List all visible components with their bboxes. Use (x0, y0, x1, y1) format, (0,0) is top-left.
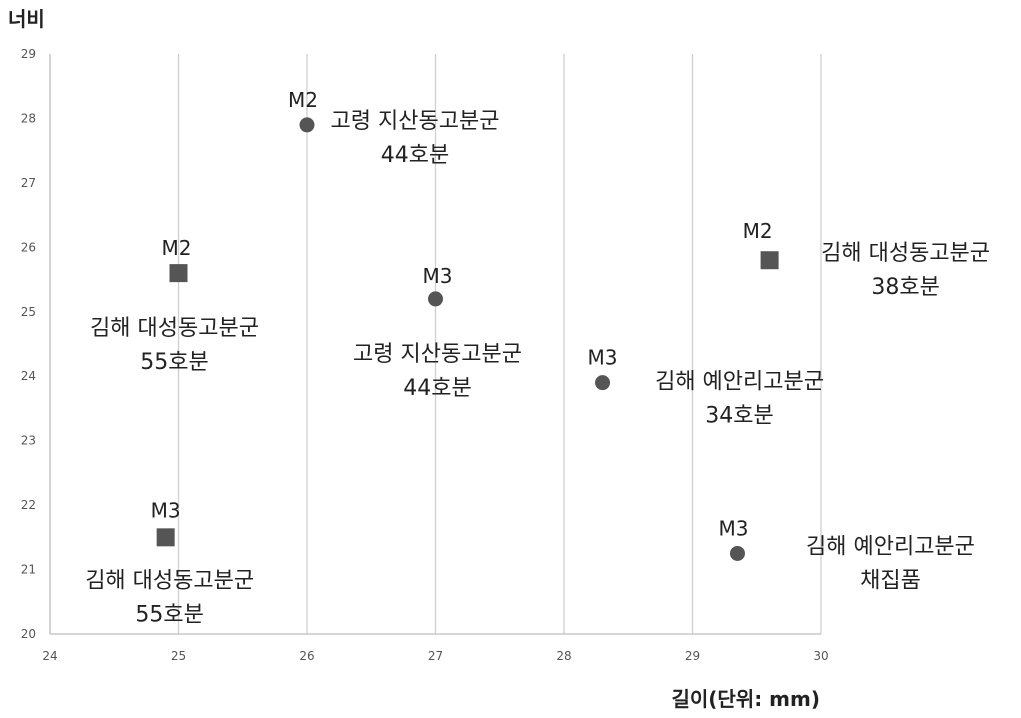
y-tick-label-28: 28 (21, 111, 36, 125)
point-annotation-line: 38호분 (871, 275, 939, 300)
point-annotation-line: 44호분 (381, 143, 449, 168)
y-tick-label-20: 20 (21, 627, 36, 641)
point-label: M3 (718, 516, 748, 540)
y-tick-label-25: 25 (21, 305, 36, 319)
x-tick-label-28: 28 (556, 649, 571, 663)
point-label: M3 (423, 264, 453, 288)
point-label: M2 (162, 236, 192, 260)
point-annotation-line: 김해 예안리고분군 (655, 370, 824, 395)
point-marker-square (760, 251, 779, 270)
point-annotation-line: 44호분 (403, 376, 471, 401)
x-tick-label-26: 26 (299, 649, 314, 663)
tick-labels: 24 25 26 27 28 29 30 20 21 22 23 24 25 26 27 28 29 (21, 47, 829, 663)
data-points: M2 고령 지산동고분군 44호분 M2 김해 대성동고분군 55호분 M3 고령 지산동고분… (85, 88, 990, 627)
point-label: M2 (743, 219, 773, 243)
y-tick-label-27: 27 (21, 176, 36, 190)
point-marker-circle (729, 545, 745, 561)
point-label: M3 (151, 498, 181, 522)
point-annotation-line: 김해 대성동고분군 (90, 316, 259, 341)
point-label: M3 (588, 346, 618, 370)
point-marker-square (169, 264, 188, 283)
y-tick-label-26: 26 (21, 240, 36, 254)
point-annotation-line: 김해 예안리고분군 (806, 534, 975, 559)
y-tick-label-22: 22 (21, 498, 36, 512)
y-axis-title: 너비 (8, 7, 45, 31)
y-tick-label-29: 29 (21, 47, 36, 61)
point-marker-circle (428, 291, 443, 307)
y-tick-label-23: 23 (21, 434, 36, 448)
point-annotation-line: 김해 대성동고분군 (821, 241, 990, 266)
axes (49, 54, 821, 635)
point-annotation-line: 고령 지산동고분군 (353, 342, 522, 367)
x-axis-title: 길이(단위: mm) (671, 687, 820, 711)
y-tick-label-24: 24 (21, 369, 36, 383)
x-tick-label-24: 24 (42, 649, 57, 663)
point-marker-square (156, 528, 175, 547)
x-tick-label-25: 25 (171, 649, 186, 663)
point-label: M2 (288, 88, 318, 112)
y-tick-label-21: 21 (21, 563, 36, 577)
point-annotation-line: 고령 지산동고분군 (331, 109, 500, 134)
point-marker-circle (595, 375, 611, 391)
x-tick-label-30: 30 (813, 649, 828, 663)
point-annotation-line: 김해 대성동고분군 (85, 568, 254, 593)
point-annotation-line: 55호분 (135, 602, 203, 627)
gridlines (177, 54, 822, 634)
point-annotation-line: 채집품 (860, 568, 921, 593)
point-annotation-line: 55호분 (140, 350, 208, 375)
x-tick-label-29: 29 (685, 649, 700, 663)
x-tick-label-27: 27 (428, 649, 443, 663)
point-marker-circle (299, 117, 315, 133)
point-annotation-line: 34호분 (705, 404, 773, 429)
